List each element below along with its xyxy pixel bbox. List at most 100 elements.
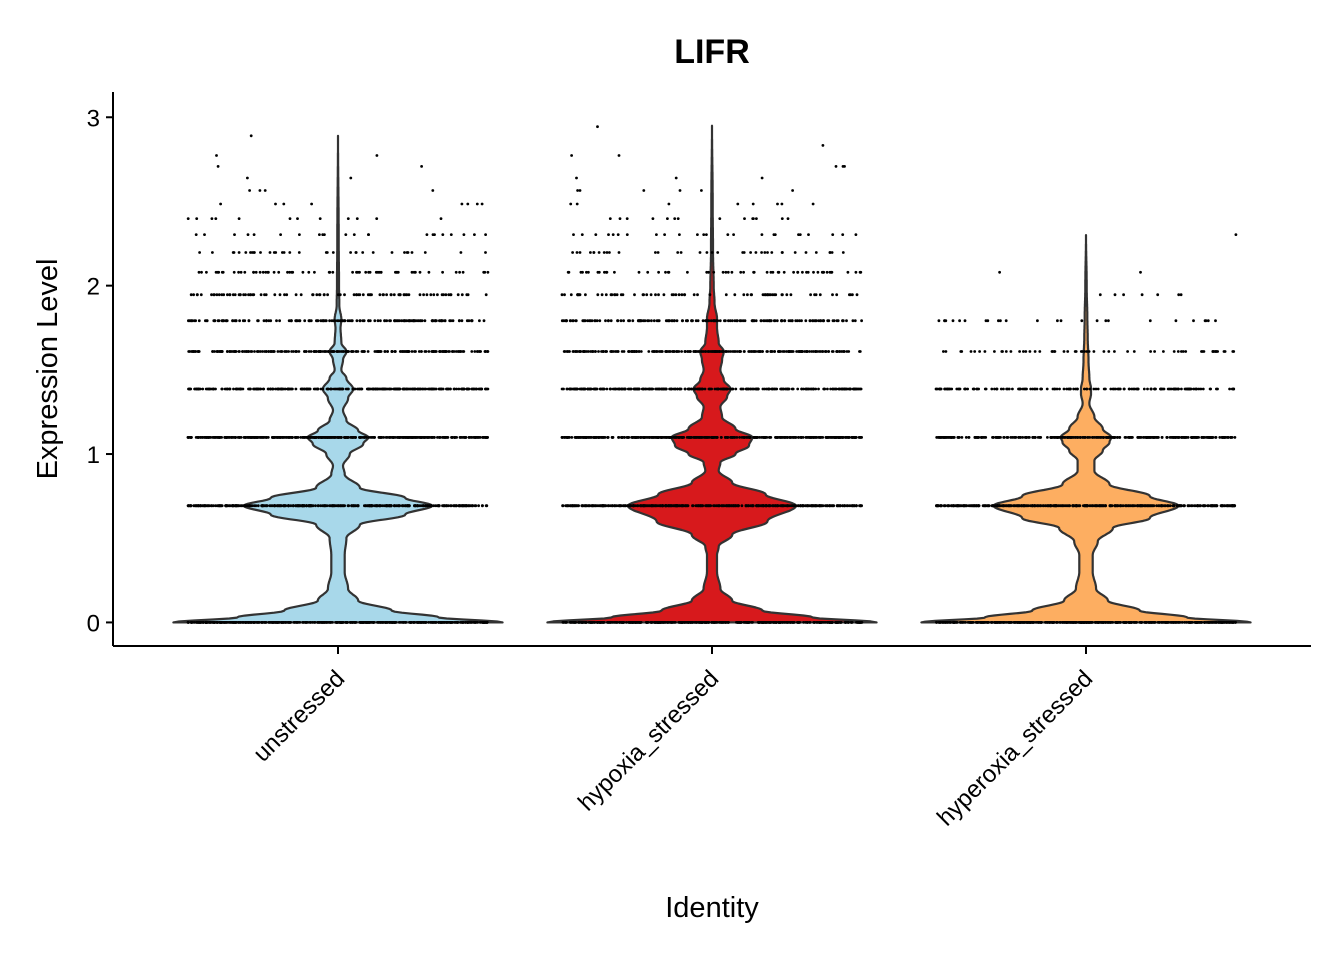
data-point — [782, 436, 786, 439]
data-point — [486, 270, 490, 274]
data-point — [818, 293, 822, 297]
data-point — [194, 504, 198, 508]
data-point — [788, 436, 792, 439]
data-point — [654, 251, 657, 254]
data-point — [593, 621, 597, 624]
data-point — [817, 436, 820, 439]
data-point — [782, 350, 786, 353]
data-point — [1160, 504, 1164, 508]
data-point — [307, 270, 311, 274]
violin-hypoxia_stressed — [546, 124, 878, 624]
data-point — [289, 436, 292, 439]
data-point — [571, 504, 575, 508]
data-point — [332, 350, 336, 353]
data-point — [1121, 504, 1125, 508]
data-point — [432, 504, 436, 508]
data-point — [824, 504, 828, 508]
data-point — [971, 621, 975, 624]
data-point — [791, 387, 795, 391]
data-point — [427, 436, 430, 439]
data-point — [721, 350, 725, 353]
data-point — [366, 350, 370, 353]
data-point — [1007, 621, 1011, 624]
data-point — [205, 319, 209, 323]
data-point — [381, 621, 384, 624]
data-point — [289, 387, 292, 391]
data-point — [379, 270, 383, 274]
data-point — [473, 621, 477, 624]
data-point — [444, 350, 448, 353]
data-point — [601, 436, 605, 439]
data-point — [438, 319, 441, 323]
data-point — [587, 621, 591, 624]
data-point — [1032, 621, 1036, 624]
data-point — [470, 350, 474, 353]
data-point — [248, 436, 252, 439]
data-point — [354, 251, 358, 254]
data-point — [431, 350, 434, 353]
data-point — [781, 293, 784, 297]
data-point — [764, 504, 768, 508]
data-point — [382, 293, 385, 297]
data-point — [355, 217, 359, 221]
data-point — [275, 319, 278, 323]
data-point — [655, 233, 658, 237]
data-point — [727, 319, 730, 323]
data-point — [666, 217, 669, 221]
data-point — [858, 270, 862, 274]
data-point — [707, 270, 710, 274]
data-point — [654, 504, 658, 508]
data-point — [315, 319, 318, 323]
data-point — [325, 251, 329, 254]
data-point — [831, 293, 834, 297]
data-point — [771, 504, 775, 508]
data-point — [584, 293, 587, 297]
data-point — [831, 387, 835, 391]
data-point — [705, 233, 708, 237]
data-point — [471, 504, 474, 508]
data-point — [656, 251, 660, 254]
data-point — [606, 504, 610, 508]
data-point — [807, 233, 810, 237]
data-point — [949, 621, 953, 624]
data-point — [265, 436, 269, 439]
data-point — [371, 621, 375, 624]
data-point — [348, 319, 352, 323]
data-point — [439, 387, 443, 391]
data-point — [405, 387, 409, 391]
data-point — [1037, 621, 1041, 624]
data-point — [466, 621, 469, 624]
data-point — [763, 251, 767, 254]
data-point — [287, 319, 291, 323]
data-point — [222, 293, 226, 297]
data-point — [830, 504, 833, 508]
data-point — [192, 621, 196, 624]
data-point — [324, 621, 327, 624]
data-point — [418, 293, 422, 297]
data-point — [637, 350, 641, 353]
data-point — [950, 504, 954, 508]
data-point — [774, 504, 777, 508]
data-point — [318, 293, 321, 297]
data-point — [437, 504, 440, 508]
data-point — [578, 251, 582, 254]
data-point — [311, 293, 314, 297]
data-point — [1116, 621, 1120, 624]
data-point — [636, 504, 640, 508]
data-point — [224, 621, 228, 624]
data-point — [564, 504, 568, 508]
data-point — [278, 350, 282, 353]
data-point — [643, 436, 646, 439]
data-point — [356, 270, 360, 274]
data-point — [262, 504, 266, 508]
data-point — [650, 436, 654, 439]
data-point — [832, 504, 836, 508]
data-point — [791, 621, 795, 624]
data-point — [379, 319, 382, 323]
data-point — [830, 251, 834, 254]
data-point — [451, 350, 454, 353]
data-point — [776, 202, 779, 206]
data-point — [199, 504, 203, 508]
data-point — [654, 387, 657, 391]
data-point — [274, 202, 277, 206]
